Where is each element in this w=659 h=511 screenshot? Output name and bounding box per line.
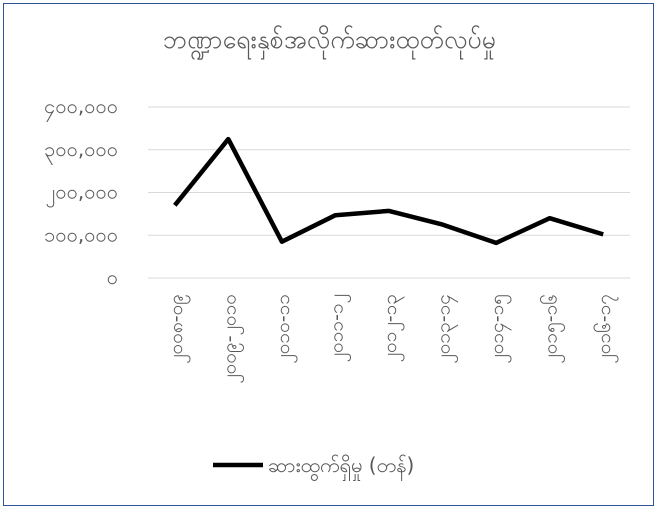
y-tick-label: ၃၀၀,၀၀၀ <box>44 137 118 165</box>
x-tick-label: ၂၀၁၀-၁၁ <box>272 294 298 364</box>
x-tick-label: ၂၀၁၁-၁၂ <box>325 294 351 362</box>
legend-label: ဆားထွက်ရှိမှု (တန်) <box>268 453 414 481</box>
x-tick-label: ၂၀၁၃-၁၄ <box>433 294 459 364</box>
x-tick-label: ၂၀၁၆-၁၇ <box>592 294 619 364</box>
chart-title: ဘဏ္ဍာရေးနှစ်အလိုက်ဆားထုတ်လုပ်မှု <box>163 25 496 54</box>
x-tick-label: ၂၀၀၉-၂၀၁၀ <box>218 294 244 384</box>
y-tick-label: ၂၀၀,၀၀၀ <box>46 180 118 208</box>
chart-frame <box>3 3 654 506</box>
y-tick-label: ၁၀၀,၀၀၀ <box>44 222 118 246</box>
y-tick-label: ၄၀၀,၀၀၀ <box>44 94 118 122</box>
x-tick-label: ၂၀၀၈-၀၉ <box>165 294 191 364</box>
x-tick-label: ၂၀၁၂-၁၃ <box>379 294 405 362</box>
x-tick-label: ၂၀၁၄-၁၅ <box>486 294 512 364</box>
series-line <box>173 136 604 246</box>
y-tick-label: ၀ <box>107 265 118 289</box>
x-tick-label: ၂၀၁၅-၁၆ <box>539 294 566 364</box>
